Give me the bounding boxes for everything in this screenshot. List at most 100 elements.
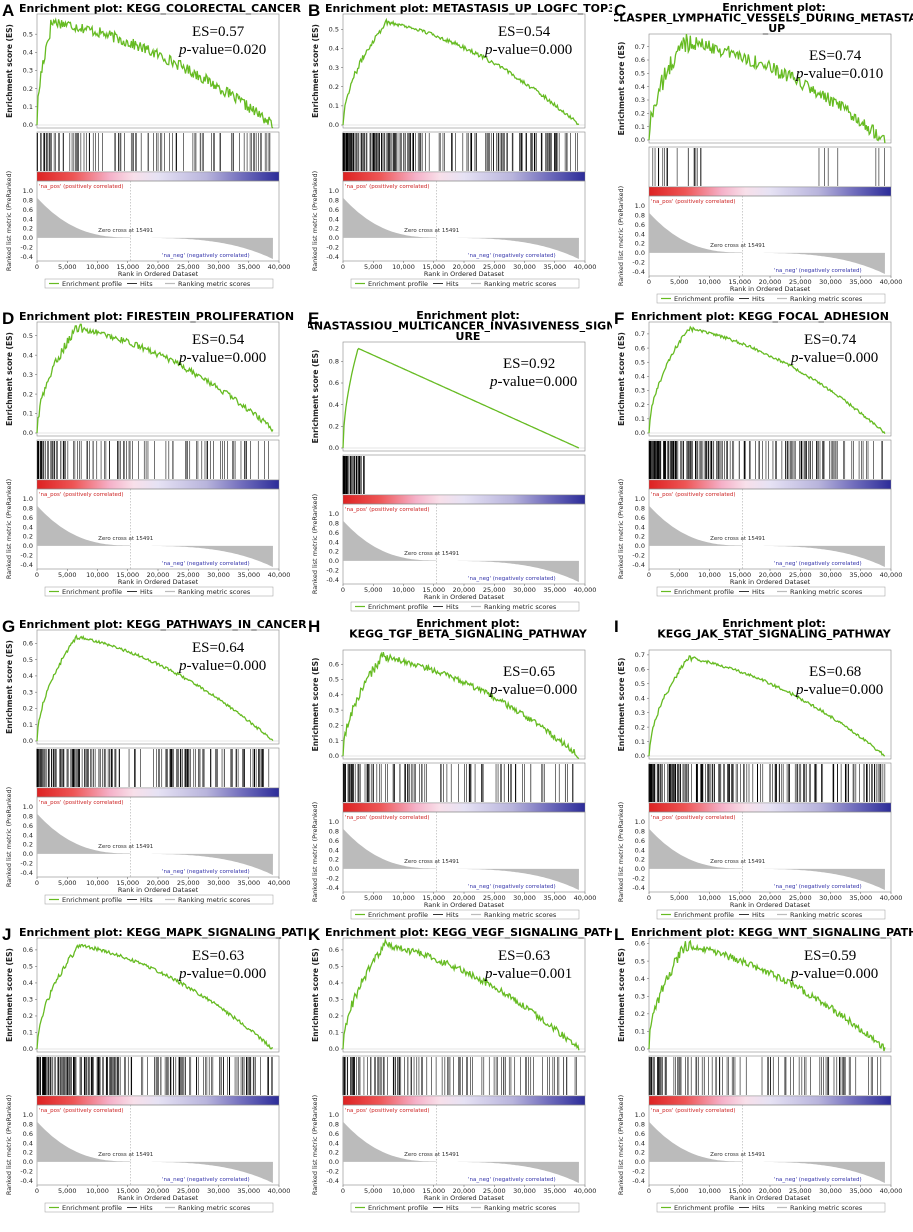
legend-profile-label: Enrichment profile xyxy=(674,588,734,596)
es-y-axis-label: Enrichment score (ES) xyxy=(311,658,320,752)
chart-title: URE xyxy=(456,330,481,343)
rank-y-tick-label: 0.2 xyxy=(23,1149,33,1157)
es-y-tick-label: 0.6 xyxy=(635,344,645,352)
p-number: 0.000 xyxy=(543,682,577,698)
es-prefix: ES= xyxy=(192,640,218,656)
legend-profile-label: Enrichment profile xyxy=(62,588,122,596)
legend-box xyxy=(350,1202,580,1213)
p-label: p xyxy=(795,682,804,698)
legend-profile-label: Enrichment profile xyxy=(368,911,428,919)
es-y-tick-label: 0.2 xyxy=(23,390,33,398)
panel-b: B Enrichment plot: METASTASIS_UP_LOGFC_TO… xyxy=(308,0,612,308)
p-label: p xyxy=(790,966,799,982)
x-tick-label: 15,000 xyxy=(728,1187,751,1195)
hits-frame xyxy=(648,1055,892,1097)
negative-label: 'na_neg' (negatively correlated) xyxy=(468,253,556,259)
enrichment-profile-line xyxy=(648,33,886,144)
rank-y-tick-label: -0.2 xyxy=(632,258,645,266)
zero-cross-label: Zero cross at 15491 xyxy=(710,536,765,542)
es-y-tick-label: 0.0 xyxy=(23,429,33,437)
legend-ranking-label: Ranking metric scores xyxy=(790,295,863,303)
es-prefix: ES= xyxy=(503,664,529,680)
gsea-chart-a: A Enrichment plot: KEGG_COLORECTAL_CANCER… xyxy=(2,1,302,289)
es-plot-frame xyxy=(36,321,280,437)
rank-y-tick-label: 1.0 xyxy=(635,1111,645,1119)
rank-y-tick-label: 0.6 xyxy=(329,529,339,537)
rank-y-tick-label: 1.0 xyxy=(23,187,33,195)
p-label: p xyxy=(489,374,498,390)
hits-frame xyxy=(36,439,280,481)
es-y-axis-label: Enrichment score (ES) xyxy=(617,948,626,1042)
negative-label: 'na_neg' (negatively correlated) xyxy=(774,268,862,274)
chart-title: Enrichment plot: FIRESTEIN_PROLIFERATION xyxy=(19,310,294,323)
x-tick-label: 5,000 xyxy=(58,263,77,271)
rank-y-axis-label: Ranked list metric (PreRanked) xyxy=(311,802,319,902)
x-tick-label: 30,000 xyxy=(513,894,536,902)
es-prefix: ES= xyxy=(192,332,218,348)
rank-y-tick-label: 0.2 xyxy=(23,841,33,849)
x-axis-label: Rank in Ordered Dataset xyxy=(730,1194,811,1202)
rank-color-bar xyxy=(342,1095,586,1106)
es-y-tick-label: 0.4 xyxy=(329,45,339,53)
x-tick-label: 40,000 xyxy=(880,894,903,902)
es-plot-frame xyxy=(648,937,892,1053)
x-tick-label: 15,000 xyxy=(116,263,139,271)
es-plot-frame xyxy=(648,649,892,760)
zero-cross-label: Zero cross at 15491 xyxy=(98,228,153,234)
es-prefix: ES= xyxy=(498,24,524,40)
rank-y-tick-label: 1.0 xyxy=(329,1111,339,1119)
es-plot-frame xyxy=(36,629,280,745)
x-tick-label: 35,000 xyxy=(543,894,566,902)
es-y-tick-label: 0.4 xyxy=(23,49,33,57)
es-y-tick-label: 0.4 xyxy=(635,83,645,91)
es-y-tick-label: 0.4 xyxy=(23,351,33,359)
x-tick-label: 15,000 xyxy=(728,894,751,902)
es-plot-frame xyxy=(342,937,586,1053)
x-tick-label: 20,000 xyxy=(453,263,476,271)
es-prefix: ES= xyxy=(192,24,218,40)
rank-y-tick-label: 0.6 xyxy=(635,221,645,229)
rank-y-tick-label: 0.4 xyxy=(23,215,33,223)
x-tick-label: 20,000 xyxy=(453,586,476,594)
es-y-tick-label: 0.0 xyxy=(329,1045,339,1053)
es-y-tick-label: 0.2 xyxy=(329,83,339,91)
rank-y-axis-label: Ranked list metric (PreRanked) xyxy=(617,1095,625,1195)
es-y-tick-label: 0.0 xyxy=(23,1045,33,1053)
x-tick-label: 20,000 xyxy=(147,1187,170,1195)
rank-y-tick-label: 0.6 xyxy=(635,514,645,522)
legend-profile-label: Enrichment profile xyxy=(674,911,734,919)
positive-label: 'na_pos' (positively correlated) xyxy=(651,1108,736,1114)
panel-letter: E xyxy=(308,309,319,328)
es-value: ES=0.92 xyxy=(503,356,555,372)
zero-cross-label: Zero cross at 15491 xyxy=(98,536,153,542)
x-axis-label: Rank in Ordered Dataset xyxy=(424,901,505,909)
es-number: 0.74 xyxy=(830,332,857,348)
x-tick-label: 30,000 xyxy=(819,571,842,579)
rank-y-tick-label: 1.0 xyxy=(23,1111,33,1119)
rank-y-tick-label: 0.6 xyxy=(635,837,645,845)
ranking-metric-area xyxy=(649,212,885,274)
p-value: p-value=0.000 xyxy=(489,374,577,390)
chart-title: Enrichment plot: KEGG_PATHWAYS_IN_CANCER xyxy=(19,618,306,631)
x-tick-label: 40,000 xyxy=(880,571,903,579)
x-tick-label: 0 xyxy=(647,1187,651,1195)
rank-y-axis-label: Ranked list metric (PreRanked) xyxy=(311,494,319,594)
x-tick-label: 40,000 xyxy=(268,263,291,271)
rank-y-tick-label: -0.2 xyxy=(326,1167,339,1175)
legend-profile-label: Enrichment profile xyxy=(674,1204,734,1212)
rank-y-tick-label: 0.8 xyxy=(635,212,645,220)
panel-h: H Enrichment plot: KEGG_TGF_BETA_SIGNALING… xyxy=(308,616,612,924)
zero-cross-label: Zero cross at 15491 xyxy=(98,844,153,850)
ranking-metric-area xyxy=(343,520,579,582)
es-y-tick-label: 0.6 xyxy=(635,56,645,64)
legend-profile-label: Enrichment profile xyxy=(62,1204,122,1212)
es-y-tick-label: 0.2 xyxy=(23,1012,33,1020)
es-plot-frame xyxy=(648,321,892,437)
es-y-tick-label: 0.2 xyxy=(329,423,339,431)
rank-y-tick-label: 0.4 xyxy=(23,1139,33,1147)
es-plot-frame xyxy=(36,937,280,1053)
p-suffix: -value= xyxy=(187,42,233,58)
p-value: p-value=0.000 xyxy=(178,966,266,982)
es-y-tick-label: 0.4 xyxy=(23,672,33,680)
p-suffix: -value= xyxy=(498,682,544,698)
